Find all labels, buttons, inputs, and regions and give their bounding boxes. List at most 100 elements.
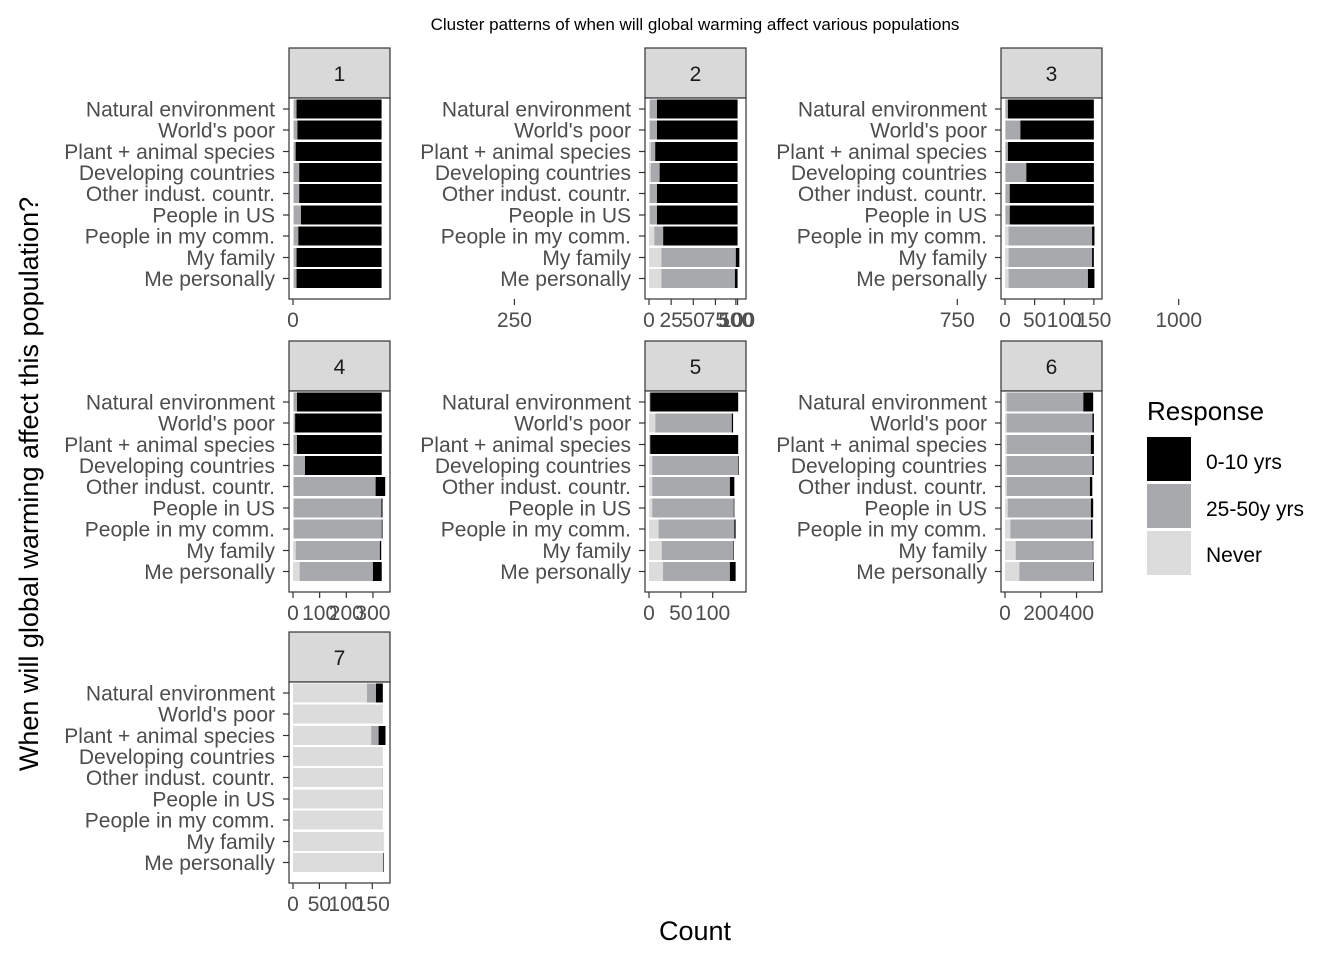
bar-segment-0-10-yrs-people-in-my-comm xyxy=(1091,519,1093,539)
bar-segment-never-people-in-us xyxy=(649,498,653,518)
bar-segment-0-10-yrs-people-in-us xyxy=(733,498,735,518)
category-label-other-indust-countr: Other indust. countr. xyxy=(86,183,275,206)
bar-segment-never-people-in-my-comm xyxy=(649,519,659,539)
category-label-me-personally: Me personally xyxy=(144,561,275,584)
bar-segment-25-50y-yrs-natural-environment xyxy=(649,392,651,412)
bar-segment-0-10-yrs-people-in-my-comm xyxy=(298,226,382,246)
x-tick-label: 100 xyxy=(302,602,337,625)
category-label-me-personally: Me personally xyxy=(144,852,275,875)
bar-segment-25-50y-yrs-me-personally xyxy=(382,853,384,872)
category-label-world-s-poor: World's poor xyxy=(158,413,275,436)
facet-strip xyxy=(1000,47,1103,99)
category-label-me-personally: Me personally xyxy=(500,561,631,584)
bar-segment-0-10-yrs-world-s-poor xyxy=(1092,413,1094,433)
bar-segment-0-10-yrs-plant-animal-species xyxy=(1090,435,1094,454)
bar-segment-never-other-indust-countr xyxy=(293,184,294,203)
bar-segment-0-10-yrs-developing-countries xyxy=(1026,163,1094,182)
bar-segment-never-other-indust-countr xyxy=(293,477,294,496)
bar-segment-25-50y-yrs-other-indust-countr xyxy=(1006,477,1090,496)
legend: Response 0-10 yrs 25-50y yrs Never xyxy=(1147,396,1304,575)
x-tick-label: 400 xyxy=(1059,602,1094,625)
facet-strip xyxy=(288,340,391,392)
bar-segment-never-world-s-poor xyxy=(1005,120,1006,140)
bar-segment-never-my-family xyxy=(649,541,662,560)
bar-segment-25-50y-yrs-my-family xyxy=(1008,248,1093,267)
bar-segment-0-10-yrs-world-s-poor xyxy=(295,413,382,433)
x-tick-label: 50 xyxy=(682,309,705,332)
category-label-developing-countries: Developing countries xyxy=(79,455,275,478)
bar-segment-never-developing-countries xyxy=(293,163,294,182)
bar-segment-0-10-yrs-people-in-us xyxy=(1009,205,1094,225)
x-tick-label: 0 xyxy=(999,309,1011,332)
category-label-developing-countries: Developing countries xyxy=(435,455,631,478)
x-tick-label: 0 xyxy=(287,893,299,916)
category-label-world-s-poor: World's poor xyxy=(158,120,275,143)
bar-segment-never-plant-animal-species xyxy=(1005,435,1007,454)
bar-segment-never-people-in-my-comm xyxy=(293,226,294,246)
category-label-natural-environment: Natural environment xyxy=(86,392,275,415)
bar-segment-25-50y-yrs-developing-countries xyxy=(1005,163,1027,182)
bar-segment-25-50y-yrs-natural-environment xyxy=(649,99,657,119)
legend-swatch-0-10 xyxy=(1147,437,1191,481)
category-label-my-family: My family xyxy=(898,247,987,270)
bar-segment-25-50y-yrs-people-in-my-comm xyxy=(1008,226,1093,246)
bar-segment-0-10-yrs-me-personally xyxy=(729,562,736,581)
category-label-natural-environment: Natural environment xyxy=(442,392,631,415)
category-label-other-indust-countr: Other indust. countr. xyxy=(86,476,275,499)
x-tick-label: 150 xyxy=(355,893,390,916)
bar-segment-never-other-indust-countr xyxy=(293,768,383,787)
bar-segment-0-10-yrs-world-s-poor xyxy=(731,413,734,433)
legend-label-25-50: 25-50y yrs xyxy=(1206,498,1304,521)
legend-title: Response xyxy=(1147,396,1264,426)
bar-segment-25-50y-yrs-my-family xyxy=(382,832,384,851)
category-label-people-in-my-comm: People in my comm. xyxy=(85,810,275,833)
category-label-people-in-my-comm: People in my comm. xyxy=(441,226,631,249)
category-label-plant-animal-species: Plant + animal species xyxy=(64,725,275,748)
bar-segment-0-10-yrs-plant-animal-species xyxy=(296,435,382,454)
legend-label-0-10: 0-10 yrs xyxy=(1206,451,1282,474)
bar-segment-never-my-family xyxy=(293,541,296,560)
x-tick-label: 250 xyxy=(497,309,532,332)
bar-segment-0-10-yrs-other-indust-countr xyxy=(729,477,735,496)
category-label-plant-animal-species: Plant + animal species xyxy=(776,434,987,457)
bar-segment-never-natural-environment xyxy=(1005,99,1006,119)
bar-segment-never-my-family xyxy=(1005,248,1009,267)
category-label-world-s-poor: World's poor xyxy=(870,120,987,143)
x-tick-label: 150 xyxy=(1076,309,1111,332)
category-label-developing-countries: Developing countries xyxy=(791,455,987,478)
facet-strip-label: 3 xyxy=(1046,63,1058,86)
bar-segment-0-10-yrs-other-indust-countr xyxy=(1009,184,1094,203)
x-tick-label: 100 xyxy=(328,893,363,916)
category-label-developing-countries: Developing countries xyxy=(79,746,275,769)
bar-segment-25-50y-yrs-other-indust-countr xyxy=(649,184,657,203)
bar-segment-25-50y-yrs-my-family xyxy=(293,248,297,267)
bar-segment-25-50y-yrs-world-s-poor xyxy=(293,413,296,433)
facet-strip-label: 7 xyxy=(334,647,346,670)
bar-segment-never-natural-environment xyxy=(293,683,367,703)
bar-segment-25-50y-yrs-people-in-us xyxy=(382,789,383,809)
bar-segment-25-50y-yrs-other-indust-countr xyxy=(293,184,300,203)
bar-segment-0-10-yrs-me-personally xyxy=(1087,269,1095,288)
bar-segment-0-10-yrs-people-in-my-comm xyxy=(381,519,383,539)
category-label-world-s-poor: World's poor xyxy=(870,413,987,436)
category-label-my-family: My family xyxy=(542,540,631,563)
bar-segment-never-world-s-poor xyxy=(649,120,650,140)
bar-segment-0-10-yrs-other-indust-countr xyxy=(1089,477,1093,496)
bar-segment-never-people-in-us xyxy=(293,498,294,518)
bar-segment-never-other-indust-countr xyxy=(1005,477,1007,496)
category-label-people-in-us: People in US xyxy=(864,205,987,228)
legend-label-never: Never xyxy=(1206,544,1262,567)
x-tick-label: 0 xyxy=(287,602,299,625)
bar-segment-0-10-yrs-developing-countries xyxy=(659,163,738,182)
x-tick-label: 0 xyxy=(287,309,299,332)
category-label-people-in-my-comm: People in my comm. xyxy=(85,519,275,542)
bar-segment-0-10-yrs-developing-countries xyxy=(299,163,382,182)
bar-segment-25-50y-yrs-my-family xyxy=(295,541,380,560)
bar-segment-25-50y-yrs-plant-animal-species xyxy=(649,435,651,454)
bar-segment-0-10-yrs-world-s-poor xyxy=(297,120,382,140)
facet-strip xyxy=(288,47,391,99)
x-tick-label: 1000 xyxy=(1155,309,1202,332)
